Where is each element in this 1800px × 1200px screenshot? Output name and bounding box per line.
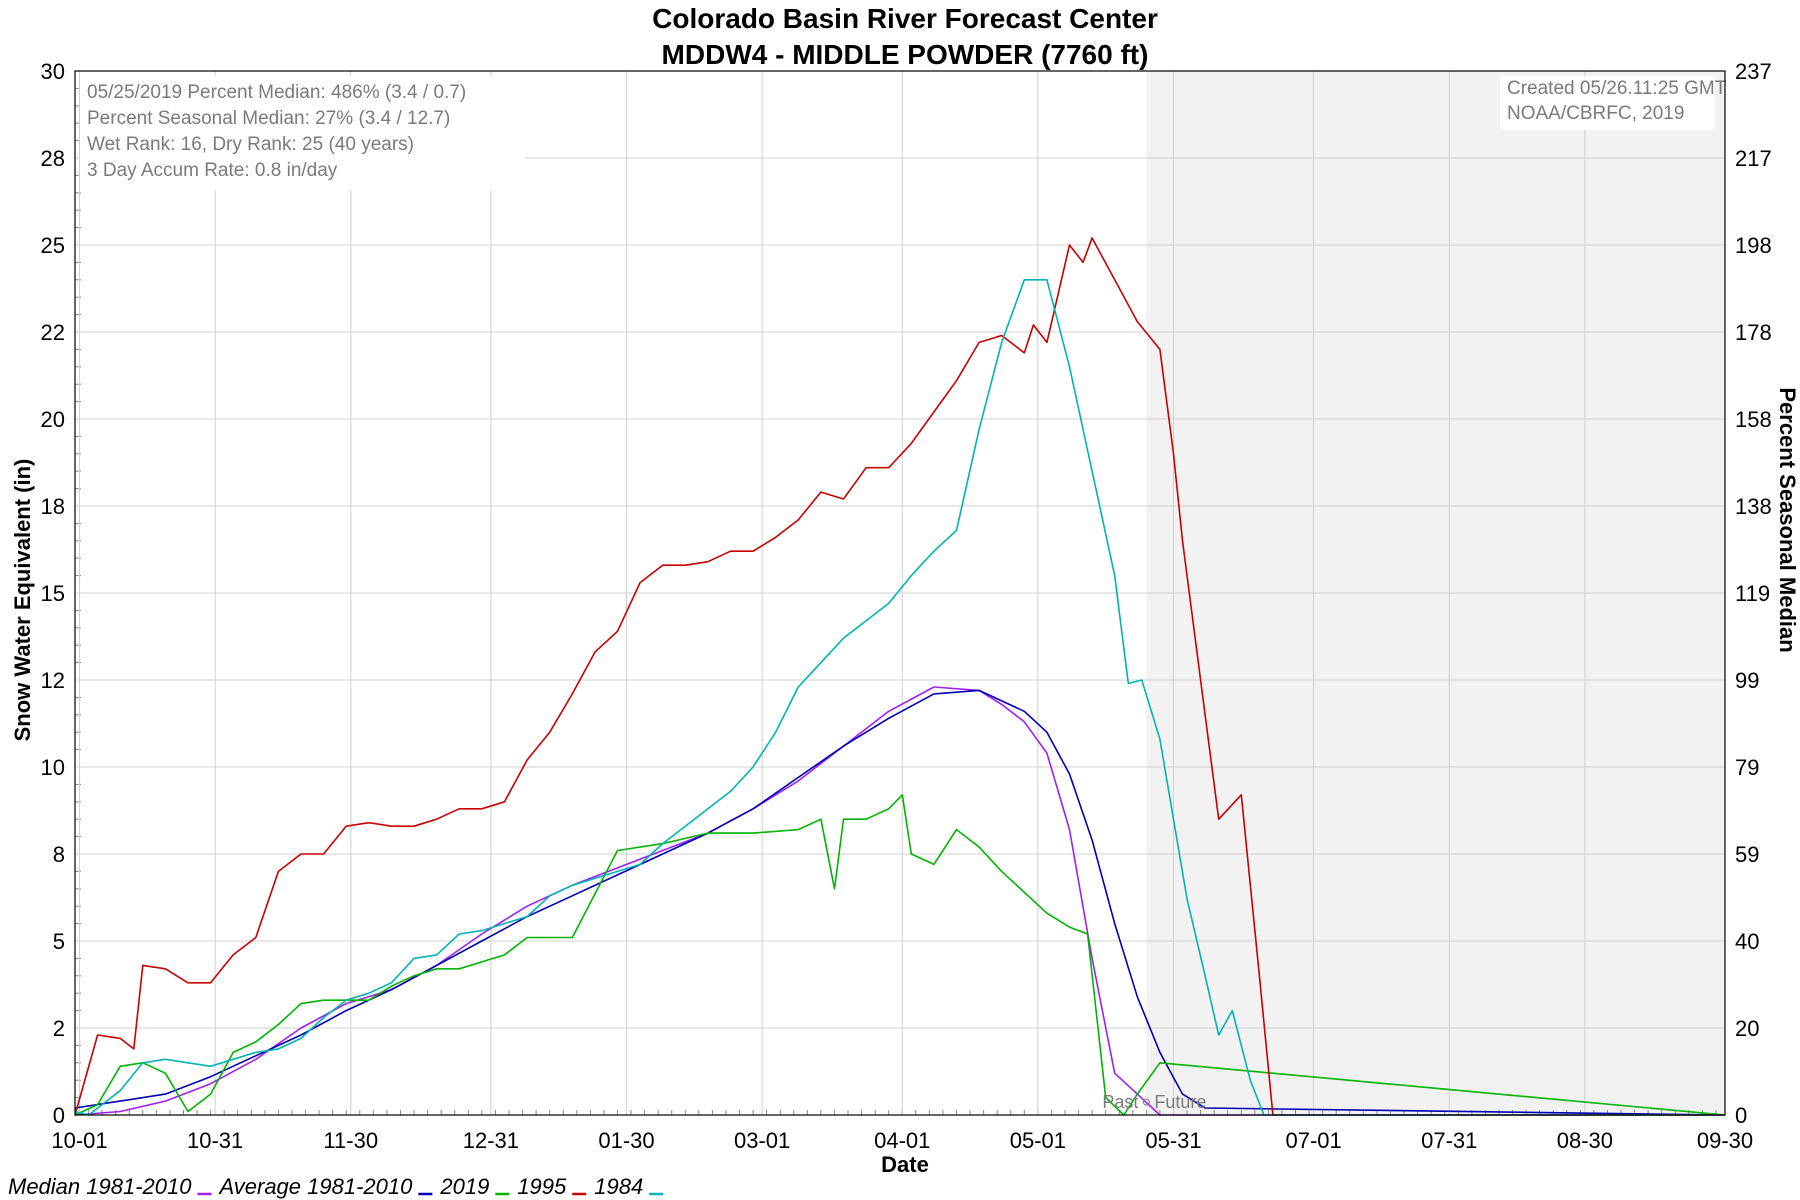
divider-marker — [1142, 1098, 1150, 1106]
y-tick-label: 22 — [41, 320, 65, 345]
y-tick-label: 30 — [41, 59, 65, 84]
chart-subtitle: MDDW4 - MIDDLE POWDER (7760 ft) — [662, 39, 1149, 70]
y-tick-label: 18 — [41, 494, 65, 519]
legend-label: 1984 — [594, 1174, 643, 1199]
plot-frame — [74, 70, 1726, 1116]
y2-tick-label: 59 — [1735, 842, 1759, 867]
info-box — [80, 76, 525, 190]
past-label: Past — [1102, 1092, 1138, 1112]
y-axis-label: Snow Water Equivalent (in) — [10, 459, 35, 742]
x-tick-label: 10-31 — [187, 1128, 243, 1153]
y2-tick-label: 198 — [1735, 233, 1772, 258]
x-tick-label: 01-30 — [598, 1128, 654, 1153]
y2-tick-label: 237 — [1735, 59, 1772, 84]
y-tick-label: 5 — [53, 929, 65, 954]
x-tick-label: 04-01 — [874, 1128, 930, 1153]
chart-title: Colorado Basin River Forecast Center — [652, 3, 1158, 34]
legend-label: 1995 — [517, 1174, 567, 1199]
future-label: Future — [1154, 1092, 1206, 1112]
info-line: 3 Day Accum Rate: 0.8 in/day — [87, 160, 338, 181]
y2-tick-label: 40 — [1735, 929, 1759, 954]
x-tick-label: 07-31 — [1421, 1128, 1477, 1153]
y-tick-label: 15 — [41, 581, 65, 606]
y-tick-label: 25 — [41, 233, 65, 258]
y2-tick-label: 79 — [1735, 755, 1759, 780]
y-tick-label: 12 — [41, 668, 65, 693]
y-tick-label: 2 — [53, 1016, 65, 1041]
x-tick-label: 05-31 — [1145, 1128, 1201, 1153]
y2-tick-label: 0 — [1735, 1103, 1747, 1128]
info-line: Wet Rank: 16, Dry Rank: 25 (40 years) — [87, 134, 414, 155]
y2-tick-label: 158 — [1735, 407, 1772, 432]
x-tick-label: 05-01 — [1010, 1128, 1066, 1153]
legend-label: 2019 — [439, 1174, 489, 1199]
y2-tick-label: 119 — [1735, 581, 1770, 606]
series-line-1984 — [74, 278, 1725, 1116]
series-line-1995 — [74, 237, 1725, 1116]
y2-axis-label: Percent Seasonal Median — [1775, 387, 1800, 652]
x-tick-label: 07-01 — [1285, 1128, 1341, 1153]
info-line: 05/25/2019 Percent Median: 486% (3.4 / 0… — [87, 82, 466, 103]
y2-tick-label: 138 — [1735, 494, 1772, 519]
legend-label: Median 1981-2010 — [8, 1174, 192, 1199]
y-tick-label: 20 — [41, 407, 65, 432]
y2-tick-label: 20 — [1735, 1016, 1759, 1041]
credit-line: Created 05/26.11:25 GMT — [1507, 78, 1727, 99]
x-tick-label: 10-01 — [51, 1128, 107, 1153]
y-tick-label: 28 — [41, 146, 65, 171]
y2-tick-label: 217 — [1735, 146, 1772, 171]
y-tick-label: 0 — [53, 1103, 65, 1128]
legend-label: Average 1981-2010 — [217, 1174, 413, 1199]
x-tick-label: 12-31 — [463, 1128, 519, 1153]
x-tick-label: 08-30 — [1557, 1128, 1613, 1153]
y2-tick-label: 99 — [1735, 668, 1759, 693]
y2-tick-label: 178 — [1735, 320, 1772, 345]
x-tick-label: 03-01 — [734, 1128, 790, 1153]
credit-box — [1500, 76, 1715, 130]
x-axis-label: Date — [881, 1152, 929, 1177]
credit-line: NOAA/CBRFC, 2019 — [1507, 103, 1684, 124]
x-tick-label: 11-30 — [323, 1128, 378, 1153]
x-tick-label: 09-30 — [1697, 1128, 1753, 1153]
y-tick-label: 10 — [41, 755, 65, 780]
info-line: Percent Seasonal Median: 27% (3.4 / 12.7… — [87, 108, 450, 129]
y-tick-label: 8 — [53, 842, 65, 867]
